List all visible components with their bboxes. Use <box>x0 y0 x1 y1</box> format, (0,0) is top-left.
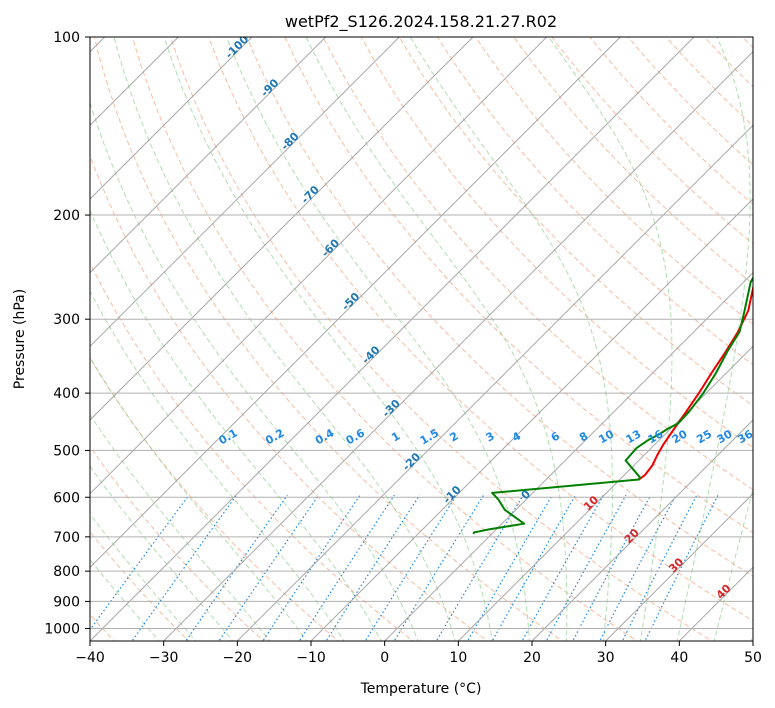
x-tick-label: −30 <box>149 650 179 666</box>
isotherm-line <box>90 37 695 641</box>
x-axis-label: Temperature (°C) <box>360 681 482 697</box>
isotherm-line <box>90 37 548 495</box>
y-axis-ticks: 100 200 300 400 500 600 700 800 900 1000 <box>44 30 90 637</box>
y-tick-label: 200 <box>53 208 80 224</box>
mixing-ratio-line <box>545 494 627 641</box>
isotherm-line <box>90 37 400 348</box>
y-tick-label: 300 <box>53 312 80 328</box>
y-tick-label: 600 <box>53 490 80 506</box>
isotherms <box>90 37 753 641</box>
mixing-ratio-label: 36 <box>735 427 755 446</box>
mixing-ratio-line <box>262 494 361 641</box>
mixing-ratio-line <box>90 494 190 631</box>
isotherm-line <box>457 345 753 641</box>
y-tick-label: 400 <box>53 386 80 402</box>
moist-adiabat-line <box>90 465 234 641</box>
mixing-ratio-line <box>218 494 320 641</box>
y-tick-label: 800 <box>53 564 80 580</box>
plot-frame <box>89 36 754 642</box>
temperature-profile <box>638 283 753 481</box>
x-tick-label: −10 <box>296 650 326 666</box>
dry-adiabat-line <box>284 37 753 534</box>
x-tick-label: −40 <box>75 650 105 666</box>
isotherm-line <box>163 50 753 641</box>
y-tick-label: 700 <box>53 530 80 546</box>
isotherm-line <box>90 37 253 200</box>
mixing-ratio-line <box>185 494 288 641</box>
mixing-ratio-line <box>521 494 604 641</box>
x-tick-label: 10 <box>449 650 467 666</box>
pressure-gridlines <box>90 37 753 629</box>
isotherm-line <box>236 124 753 641</box>
mixing-ratio-lines <box>90 494 719 641</box>
dewpoint-profile <box>472 275 753 535</box>
isotherm-line <box>384 271 753 641</box>
x-tick-label: −20 <box>223 650 253 666</box>
x-tick-label: 0 <box>380 650 389 666</box>
dry-adiabat-line <box>90 154 489 641</box>
dry-adiabat-line <box>360 37 753 449</box>
moist-adiabat-line <box>90 413 271 641</box>
isotherm-line <box>90 37 621 569</box>
chart-title: wetPf2_S126.2024.158.21.27.R02 <box>285 12 557 32</box>
isotherm-line <box>310 198 753 641</box>
x-tick-label: 40 <box>670 650 688 666</box>
x-tick-label: 20 <box>523 650 541 666</box>
mixing-ratio-line <box>466 494 553 641</box>
dry-adiabat-line <box>768 24 775 644</box>
isotherm-line <box>605 492 753 641</box>
y-tick-label: 900 <box>53 594 80 610</box>
mixing-ratio-line <box>572 494 652 641</box>
y-tick-label: 100 <box>53 30 80 46</box>
isotherm-line <box>531 419 753 641</box>
x-tick-label: 50 <box>744 650 762 666</box>
y-tick-label: 500 <box>53 443 80 459</box>
sounding-profiles <box>472 275 753 535</box>
y-axis-label: Pressure (hPa) <box>12 289 28 389</box>
moist-adiabat-line <box>750 632 753 641</box>
dry-adiabat-line <box>246 37 753 577</box>
mixing-ratio-line <box>491 494 577 641</box>
dry-adiabat-line <box>322 37 753 491</box>
x-tick-label: 30 <box>597 650 615 666</box>
dry-adiabat-line <box>169 37 713 641</box>
dry-adiabat-line <box>475 37 753 325</box>
isotherm-line <box>90 37 474 421</box>
x-axis-ticks: −40 −30 −20 −10 0 10 20 30 40 50 <box>75 641 762 666</box>
y-tick-label: 1000 <box>44 621 80 637</box>
isotherm-line <box>752 640 753 641</box>
plot-background <box>90 37 753 641</box>
mixing-ratio-line <box>393 494 485 641</box>
isotherm-line <box>90 37 327 274</box>
dry-adiabat-line <box>436 37 753 366</box>
